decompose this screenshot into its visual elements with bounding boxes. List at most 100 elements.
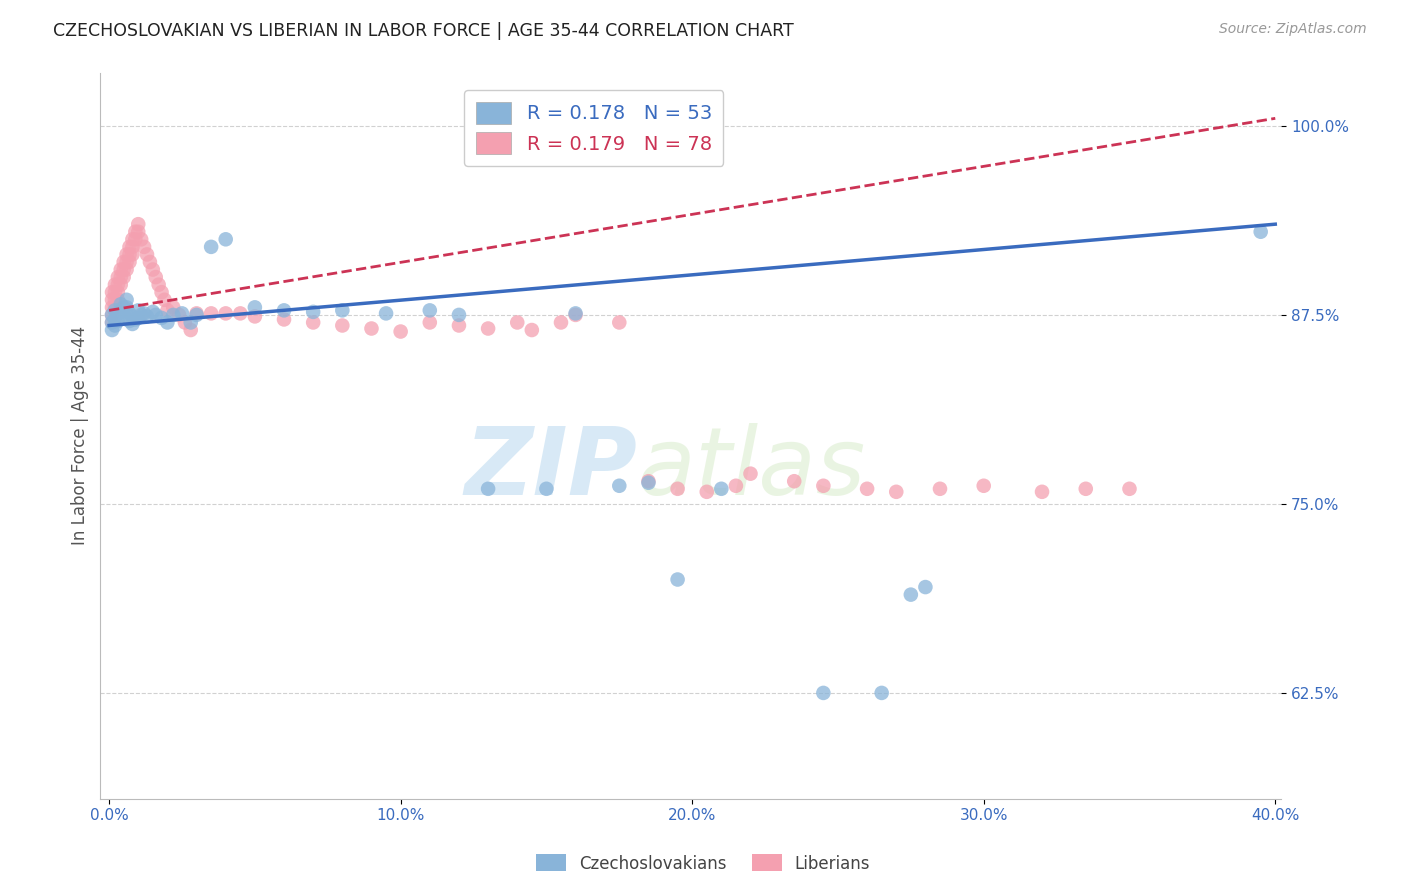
Point bbox=[360, 321, 382, 335]
Point bbox=[115, 293, 138, 307]
Point bbox=[666, 482, 689, 496]
Text: Source: ZipAtlas.com: Source: ZipAtlas.com bbox=[1219, 22, 1367, 37]
Point bbox=[118, 306, 141, 320]
Point bbox=[666, 573, 689, 587]
Point bbox=[1250, 225, 1272, 239]
Point bbox=[104, 285, 127, 300]
Point bbox=[121, 247, 143, 261]
Point bbox=[914, 580, 936, 594]
Point bbox=[136, 247, 159, 261]
Point bbox=[637, 474, 659, 488]
Point bbox=[101, 308, 124, 322]
Point bbox=[302, 316, 325, 330]
Point bbox=[107, 277, 129, 292]
Point bbox=[813, 686, 835, 700]
Point bbox=[550, 316, 572, 330]
Point bbox=[115, 255, 138, 269]
Point bbox=[607, 479, 630, 493]
Point bbox=[104, 301, 127, 315]
Point bbox=[813, 479, 835, 493]
Point bbox=[107, 314, 129, 328]
Point bbox=[870, 686, 893, 700]
Point bbox=[564, 308, 586, 322]
Point bbox=[139, 255, 162, 269]
Point bbox=[186, 308, 208, 322]
Point bbox=[115, 301, 138, 315]
Point bbox=[148, 277, 170, 292]
Point bbox=[389, 325, 412, 339]
Point bbox=[124, 225, 146, 239]
Point bbox=[536, 482, 558, 496]
Point bbox=[145, 270, 167, 285]
Point bbox=[112, 301, 135, 315]
Legend: Czechoslovakians, Liberians: Czechoslovakians, Liberians bbox=[529, 847, 877, 880]
Point bbox=[118, 240, 141, 254]
Point bbox=[564, 306, 586, 320]
Point bbox=[180, 316, 202, 330]
Point bbox=[273, 303, 295, 318]
Point bbox=[156, 303, 179, 318]
Point bbox=[200, 306, 222, 320]
Point bbox=[375, 306, 398, 320]
Point bbox=[112, 270, 135, 285]
Point bbox=[215, 232, 238, 246]
Point bbox=[200, 240, 222, 254]
Point bbox=[145, 308, 167, 322]
Point bbox=[121, 232, 143, 246]
Point bbox=[121, 310, 143, 324]
Point bbox=[142, 305, 165, 319]
Point bbox=[180, 323, 202, 337]
Point bbox=[637, 475, 659, 490]
Point bbox=[104, 293, 127, 307]
Point bbox=[696, 484, 718, 499]
Point bbox=[302, 305, 325, 319]
Point bbox=[153, 293, 176, 307]
Point bbox=[724, 479, 747, 493]
Point bbox=[101, 301, 124, 315]
Point bbox=[124, 312, 146, 326]
Point bbox=[101, 308, 124, 322]
Point bbox=[101, 285, 124, 300]
Point bbox=[900, 588, 922, 602]
Text: atlas: atlas bbox=[637, 423, 866, 514]
Point bbox=[112, 262, 135, 277]
Point bbox=[419, 316, 441, 330]
Point bbox=[110, 297, 132, 311]
Point bbox=[243, 310, 266, 324]
Point bbox=[520, 323, 543, 337]
Point bbox=[710, 482, 733, 496]
Point bbox=[101, 293, 124, 307]
Point bbox=[150, 285, 173, 300]
Point bbox=[477, 321, 499, 335]
Point bbox=[783, 474, 806, 488]
Point bbox=[127, 217, 149, 231]
Point bbox=[174, 316, 197, 330]
Point bbox=[150, 310, 173, 325]
Point bbox=[121, 240, 143, 254]
Point bbox=[115, 262, 138, 277]
Point bbox=[142, 262, 165, 277]
Point bbox=[104, 277, 127, 292]
Point bbox=[107, 285, 129, 300]
Point bbox=[243, 301, 266, 315]
Point bbox=[607, 316, 630, 330]
Point bbox=[162, 301, 184, 315]
Point bbox=[162, 308, 184, 322]
Point bbox=[419, 303, 441, 318]
Point bbox=[118, 247, 141, 261]
Point bbox=[167, 308, 190, 322]
Point bbox=[229, 306, 252, 320]
Point bbox=[110, 270, 132, 285]
Point bbox=[101, 323, 124, 337]
Point bbox=[330, 318, 353, 333]
Point bbox=[124, 232, 146, 246]
Point bbox=[107, 306, 129, 320]
Point bbox=[121, 317, 143, 331]
Point bbox=[506, 316, 529, 330]
Point bbox=[973, 479, 995, 493]
Point bbox=[127, 225, 149, 239]
Point bbox=[1031, 484, 1053, 499]
Point bbox=[110, 305, 132, 319]
Point bbox=[156, 316, 179, 330]
Point bbox=[107, 293, 129, 307]
